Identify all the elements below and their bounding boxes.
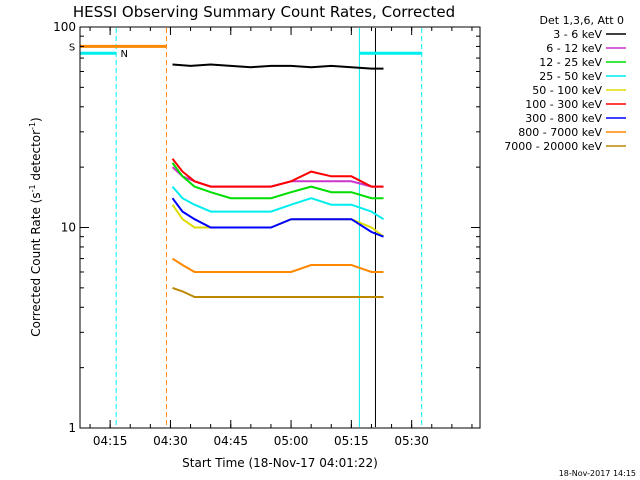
vertical-marker-lines: [115, 28, 423, 427]
series-line-100-300-kev: [171, 158, 384, 188]
x-axis-label: Start Time (18-Nov-17 04:01:22): [182, 456, 378, 470]
x-tick-label: 04:45: [213, 434, 248, 448]
x-tick-label: 05:30: [394, 434, 429, 448]
x-tick-label: 05:00: [274, 434, 309, 448]
legend-label: 12 - 25 keV: [539, 56, 602, 69]
y-axis-label-part2: detector: [29, 130, 43, 185]
series-line-3-6-kev: [172, 63, 384, 70]
legend-label: 800 - 7000 keV: [518, 126, 602, 139]
legend-label: 25 - 50 keV: [539, 70, 602, 83]
timestamp: 18-Nov-2017 14:15: [559, 469, 636, 478]
legend-label: 6 - 12 keV: [546, 42, 602, 55]
y-tick-label: 10: [61, 221, 76, 235]
legend-label: 50 - 100 keV: [532, 84, 602, 97]
series-line-800-7000-kev: [171, 257, 384, 273]
y-axis-ticks: 1 10 100: [53, 20, 480, 435]
y-tick-label: 1: [68, 421, 76, 435]
x-axis-ticks: 04:15 04:30 04:45 05:00 05:15 05:30: [89, 27, 473, 448]
legend-label: 100 - 300 keV: [525, 98, 602, 111]
status-bars: SN: [69, 42, 422, 60]
y-axis-label-sup1: -1: [28, 184, 37, 192]
series-line-7000-20000-kev: [172, 286, 384, 298]
y-tick-label: 100: [53, 20, 76, 34]
plot-area: SN: [69, 28, 423, 427]
y-axis-label: Corrected Count Rate (s-1 detector-1): [28, 117, 43, 336]
status-bar-label: S: [69, 42, 75, 53]
legend-label: 300 - 800 keV: [525, 112, 602, 125]
legend-label: 7000 - 20000 keV: [504, 140, 602, 153]
chart-title: HESSI Observing Summary Count Rates, Cor…: [73, 3, 455, 21]
legend-label: 3 - 6 keV: [553, 28, 602, 41]
data-series: [171, 63, 385, 298]
y-axis-label-sup2: -1: [28, 122, 37, 130]
series-line-25-50-kev: [171, 185, 385, 221]
y-axis-label-part3: ): [29, 117, 43, 122]
series-line-300-800-kev: [171, 197, 384, 238]
status-bar-label: N: [120, 49, 127, 60]
x-tick-label: 04:15: [93, 434, 128, 448]
y-axis-label-part1: Corrected Count Rate (s: [29, 192, 43, 336]
x-tick-label: 04:30: [153, 434, 188, 448]
series-line-12-25-kev: [171, 162, 384, 200]
x-tick-label: 05:15: [334, 434, 369, 448]
legend-header: Det 1,3,6, Att 0: [540, 14, 624, 27]
